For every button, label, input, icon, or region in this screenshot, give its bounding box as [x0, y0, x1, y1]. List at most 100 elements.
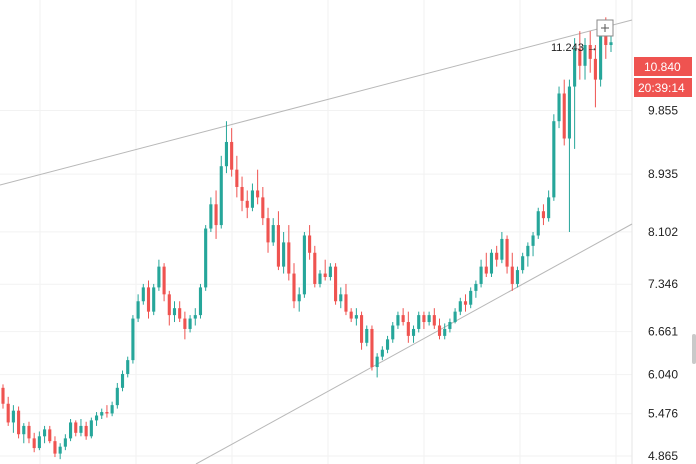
candle[interactable]: [271, 218, 275, 246]
upper-trendline[interactable]: [0, 19, 633, 186]
candle[interactable]: [422, 311, 426, 329]
candle[interactable]: [547, 190, 551, 222]
candle[interactable]: [380, 346, 384, 361]
candle[interactable]: [385, 335, 390, 354]
candle[interactable]: [588, 31, 592, 73]
candle[interactable]: [256, 169, 260, 205]
candle[interactable]: [74, 420, 78, 437]
candle[interactable]: [458, 297, 462, 316]
candle[interactable]: [162, 263, 166, 302]
candle[interactable]: [562, 79, 566, 146]
candle[interactable]: [230, 128, 234, 177]
candle[interactable]: [250, 183, 254, 212]
candle[interactable]: [417, 311, 421, 333]
candle[interactable]: [510, 252, 514, 291]
candle[interactable]: [349, 308, 353, 323]
candle[interactable]: [84, 421, 88, 440]
candles[interactable]: [1, 17, 613, 460]
candle[interactable]: [11, 405, 15, 433]
candle[interactable]: [126, 356, 130, 378]
candle[interactable]: [323, 259, 327, 281]
candle[interactable]: [583, 38, 587, 80]
candle[interactable]: [448, 318, 452, 333]
candle[interactable]: [541, 204, 546, 226]
candle[interactable]: [131, 315, 135, 364]
candle[interactable]: [365, 325, 369, 347]
candle[interactable]: [328, 263, 332, 281]
candle[interactable]: [27, 421, 31, 444]
candle[interactable]: [68, 418, 73, 442]
candle[interactable]: [313, 245, 317, 288]
candle[interactable]: [531, 232, 535, 257]
candle[interactable]: [219, 155, 223, 229]
candle[interactable]: [266, 207, 270, 253]
candle[interactable]: [110, 401, 114, 417]
candle[interactable]: [79, 418, 83, 437]
candle[interactable]: [411, 325, 416, 343]
candle[interactable]: [489, 249, 494, 278]
candle[interactable]: [245, 190, 249, 219]
candle[interactable]: [396, 311, 400, 329]
candle[interactable]: [235, 155, 239, 198]
candle[interactable]: [505, 235, 509, 274]
candle[interactable]: [401, 308, 405, 326]
candle[interactable]: [48, 425, 52, 444]
candle[interactable]: [495, 245, 499, 267]
candle[interactable]: [287, 225, 291, 281]
candle[interactable]: [526, 242, 530, 267]
candle[interactable]: [557, 86, 561, 129]
candle[interactable]: [115, 382, 119, 409]
candle[interactable]: [437, 318, 442, 340]
candle[interactable]: [63, 434, 67, 451]
scrollbar-handle[interactable]: [692, 334, 696, 364]
candle[interactable]: [276, 211, 280, 271]
candle[interactable]: [339, 287, 343, 309]
candle[interactable]: [198, 283, 203, 319]
candle[interactable]: [152, 283, 156, 316]
anchor-handle[interactable]: [596, 19, 614, 37]
candle[interactable]: [609, 34, 613, 52]
candle[interactable]: [282, 232, 286, 274]
candle[interactable]: [567, 79, 571, 232]
candle[interactable]: [360, 311, 364, 350]
candle[interactable]: [172, 301, 177, 323]
candle[interactable]: [292, 263, 296, 309]
candle[interactable]: [1, 384, 5, 409]
candle[interactable]: [443, 323, 447, 340]
candle[interactable]: [593, 45, 597, 108]
candle[interactable]: [22, 423, 26, 444]
candle[interactable]: [240, 176, 244, 212]
candle[interactable]: [474, 280, 478, 298]
candle[interactable]: [167, 290, 171, 326]
candle[interactable]: [32, 432, 36, 453]
candle[interactable]: [391, 322, 395, 343]
candle[interactable]: [469, 287, 473, 309]
candle[interactable]: [302, 232, 306, 298]
candle[interactable]: [43, 425, 47, 444]
candle[interactable]: [427, 311, 431, 326]
candle[interactable]: [432, 308, 436, 329]
candle[interactable]: [484, 252, 488, 278]
candle[interactable]: [334, 263, 338, 305]
candle[interactable]: [370, 325, 374, 371]
trend-channel[interactable]: [0, 19, 633, 464]
candle[interactable]: [204, 225, 208, 291]
candle[interactable]: [406, 311, 410, 343]
candle[interactable]: [521, 252, 525, 274]
candle[interactable]: [183, 311, 187, 340]
candle[interactable]: [297, 287, 301, 312]
candle[interactable]: [375, 353, 379, 378]
candle[interactable]: [354, 308, 358, 326]
candle[interactable]: [37, 431, 41, 451]
candle[interactable]: [515, 266, 520, 288]
candle[interactable]: [536, 207, 540, 239]
candle[interactable]: [209, 197, 213, 232]
candle[interactable]: [479, 259, 483, 288]
candle[interactable]: [344, 283, 348, 316]
candle[interactable]: [100, 408, 104, 419]
lower-trendline[interactable]: [195, 223, 633, 464]
candle[interactable]: [178, 301, 182, 323]
candle[interactable]: [573, 38, 577, 149]
candle[interactable]: [578, 31, 582, 80]
candle[interactable]: [500, 232, 504, 264]
